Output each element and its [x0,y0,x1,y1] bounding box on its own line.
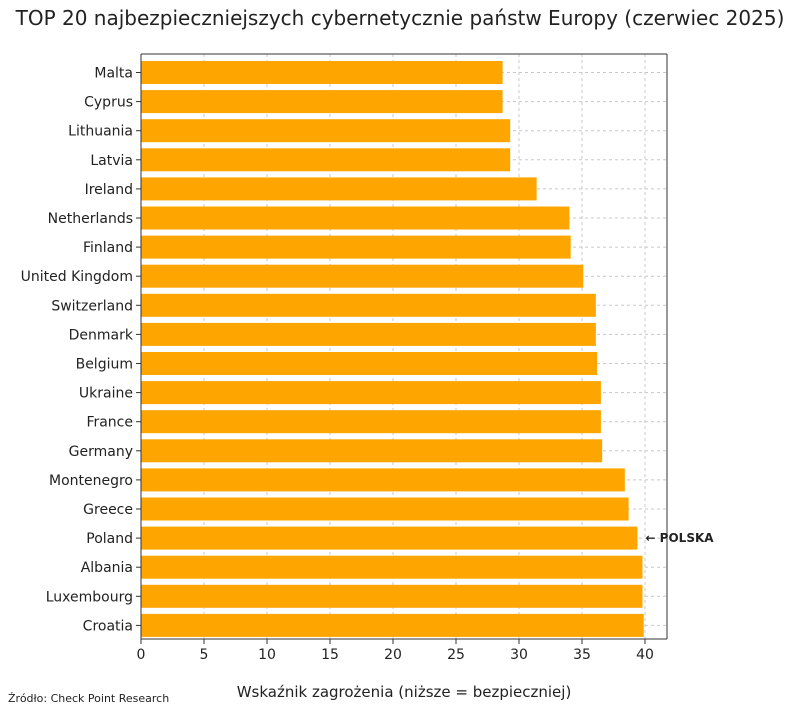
category-label: United Kingdom [21,269,133,285]
bar-ireland [141,177,537,201]
poland-annotation: ← POLSKA [645,531,714,545]
bar-montenegro [141,468,625,492]
bar-cyprus [141,90,503,114]
bar-united-kingdom [141,264,584,288]
category-label: Malta [94,66,133,82]
x-tick-label: 5 [200,647,209,663]
bar-belgium [141,352,598,375]
category-label: Lithuania [68,124,133,140]
category-label: Belgium [76,357,133,373]
x-tick-label: 0 [137,647,146,663]
axes [140,53,668,640]
category-label: Germany [69,444,133,460]
bar-luxembourg [141,584,643,608]
x-tick-label: 25 [447,647,465,663]
category-label: Ireland [85,182,133,198]
category-label: Cyprus [84,95,133,111]
chart-title: TOP 20 najbezpieczniejszych cybernetyczn… [15,6,785,30]
category-label: Luxembourg [46,589,133,605]
category-label: Denmark [69,327,134,343]
bar-croatia [141,613,644,637]
category-label: Netherlands [48,211,133,227]
category-label: Greece [83,502,133,518]
category-label: Switzerland [51,298,133,314]
category-label: Latvia [90,153,133,169]
bar-switzerland [141,293,596,317]
bar-denmark [141,322,596,346]
bar-latvia [141,148,511,172]
category-label: Ukraine [79,386,133,402]
bar-germany [141,439,603,463]
x-tick-label: 15 [321,647,339,663]
bar-france [141,410,601,434]
x-tick-label: 20 [384,647,402,663]
source-note: Źródło: Check Point Research [8,692,170,705]
bar-poland [141,526,638,550]
bar-albania [141,555,643,579]
bar-finland [141,235,571,259]
x-tick-label: 35 [573,647,591,663]
category-label: Croatia [83,618,133,634]
bar-netherlands [141,206,570,230]
x-tick-label: 30 [510,647,528,663]
category-label: Finland [83,240,133,256]
category-label: Montenegro [49,473,133,489]
x-tick-label: 10 [258,647,276,663]
x-axis-title: Wskaźnik zagrożenia (niższe = bezpieczni… [237,683,572,701]
category-label: France [86,415,133,431]
bar-lithuania [141,119,511,143]
category-label: Albania [81,560,133,576]
bars [141,61,644,637]
bar-malta [141,61,503,84]
category-label: Poland [86,531,133,547]
tick-labels: 0 5 10 15 20 25 30 35 40 Malta Cyprus Lithuania Latv… [21,66,654,664]
x-tick-label: 40 [636,647,654,663]
bar-greece [141,497,629,521]
bar-ukraine [141,381,601,405]
